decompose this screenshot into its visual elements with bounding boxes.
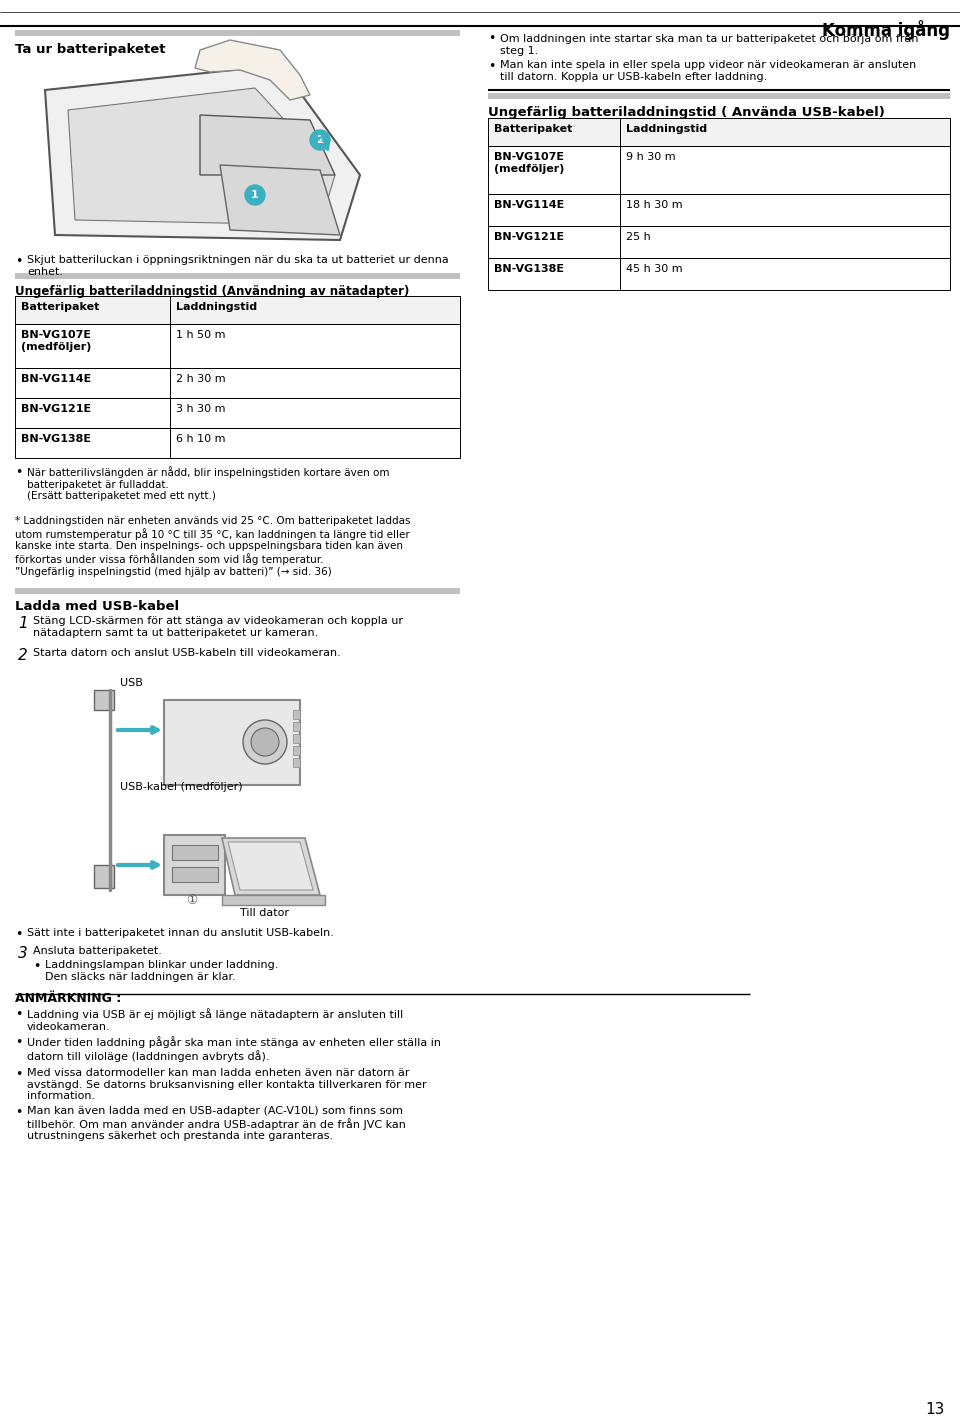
- Text: 13: 13: [925, 1402, 945, 1417]
- Text: 9 h 30 m: 9 h 30 m: [626, 152, 676, 162]
- Bar: [293, 710, 300, 719]
- Text: BN-VG114E: BN-VG114E: [494, 200, 564, 210]
- Text: BN-VG121E: BN-VG121E: [21, 405, 91, 415]
- Polygon shape: [220, 165, 340, 234]
- Text: Om laddningen inte startar ska man ta ur batteripaketet och börja om från
steg 1: Om laddningen inte startar ska man ta ur…: [500, 33, 919, 55]
- Text: Under tiden laddning pågår ska man inte stänga av enheten eller ställa in
datorn: Under tiden laddning pågår ska man inte …: [27, 1037, 441, 1062]
- Text: 3 h 30 m: 3 h 30 m: [176, 405, 226, 415]
- Bar: [15, 368, 460, 398]
- Text: Till dator: Till dator: [240, 907, 289, 917]
- Polygon shape: [222, 838, 320, 895]
- Polygon shape: [200, 115, 335, 175]
- Text: BN-VG138E: BN-VG138E: [21, 435, 91, 444]
- Text: 3: 3: [18, 946, 28, 961]
- Text: Batteripaket: Batteripaket: [21, 302, 100, 312]
- Text: Starta datorn och anslut USB-kabeln till videokameran.: Starta datorn och anslut USB-kabeln till…: [33, 648, 341, 657]
- Text: 1: 1: [252, 190, 259, 200]
- Bar: [172, 868, 218, 882]
- Text: Ungefärlig batteriladdningstid (Användning av nätadapter): Ungefärlig batteriladdningstid (Användni…: [15, 285, 409, 298]
- Text: Stäng LCD-skärmen för att stänga av videokameran och koppla ur
nätadaptern samt : Stäng LCD-skärmen för att stänga av vide…: [33, 616, 403, 638]
- Circle shape: [245, 185, 265, 204]
- Text: 2 h 30 m: 2 h 30 m: [176, 373, 226, 383]
- Bar: [15, 324, 460, 368]
- Text: Laddningslampan blinkar under laddning.
Den släcks när laddningen är klar.: Laddningslampan blinkar under laddning. …: [45, 960, 278, 981]
- Bar: [222, 895, 325, 905]
- Bar: [164, 700, 300, 785]
- Text: Komma igång: Komma igång: [822, 20, 950, 40]
- Text: USB-kabel (medföljer): USB-kabel (medföljer): [120, 782, 243, 792]
- Bar: [94, 865, 114, 888]
- Text: Laddningstid: Laddningstid: [626, 124, 708, 133]
- Circle shape: [243, 720, 287, 764]
- Text: •: •: [15, 256, 22, 268]
- Circle shape: [251, 728, 279, 755]
- Text: 2: 2: [18, 648, 28, 663]
- Text: USB: USB: [120, 677, 143, 689]
- Text: •: •: [15, 1037, 22, 1049]
- Text: 1 h 50 m: 1 h 50 m: [176, 329, 226, 339]
- Text: Sätt inte i batteripaketet innan du anslutit USB-kabeln.: Sätt inte i batteripaketet innan du ansl…: [27, 929, 334, 939]
- Text: •: •: [488, 33, 495, 45]
- Text: Med vissa datormodeller kan man ladda enheten även när datorn är
avstängd. Se da: Med vissa datormodeller kan man ladda en…: [27, 1068, 426, 1100]
- Text: 25 h: 25 h: [626, 231, 651, 241]
- Bar: [293, 734, 300, 743]
- Bar: [488, 118, 950, 146]
- Text: •: •: [488, 60, 495, 72]
- Text: 6 h 10 m: 6 h 10 m: [176, 435, 226, 444]
- Bar: [488, 226, 950, 258]
- Bar: [15, 273, 460, 278]
- Bar: [15, 398, 460, 427]
- Text: Man kan även ladda med en USB-adapter (AC-V10L) som finns som
tillbehör. Om man : Man kan även ladda med en USB-adapter (A…: [27, 1106, 406, 1142]
- Text: •: •: [15, 466, 22, 479]
- Text: 18 h 30 m: 18 h 30 m: [626, 200, 683, 210]
- Bar: [293, 758, 300, 767]
- Text: Skjut batteriluckan i öppningsriktningen när du ska ta ut batteriet ur denna
enh: Skjut batteriluckan i öppningsriktningen…: [27, 256, 448, 277]
- Text: BN-VG107E
(medföljer): BN-VG107E (medföljer): [21, 329, 91, 352]
- Text: Laddning via USB är ej möjligt så länge nätadaptern är ansluten till
videokamera: Laddning via USB är ej möjligt så länge …: [27, 1008, 403, 1031]
- Bar: [15, 427, 460, 459]
- Bar: [94, 690, 114, 710]
- Text: •: •: [15, 1106, 22, 1119]
- Bar: [293, 721, 300, 731]
- Text: •: •: [15, 1008, 22, 1021]
- Bar: [172, 845, 218, 861]
- Bar: [15, 30, 460, 36]
- Bar: [488, 258, 950, 290]
- Text: När batterilivslängden är nådd, blir inspelningstiden kortare även om
batteripak: När batterilivslängden är nådd, blir ins…: [27, 466, 390, 501]
- Bar: [488, 195, 950, 226]
- Text: Ungefärlig batteriladdningstid ( Använda USB-kabel): Ungefärlig batteriladdningstid ( Använda…: [488, 106, 885, 119]
- Text: BN-VG121E: BN-VG121E: [494, 231, 564, 241]
- Bar: [15, 295, 460, 324]
- Text: 45 h 30 m: 45 h 30 m: [626, 264, 683, 274]
- Text: Ladda med USB-kabel: Ladda med USB-kabel: [15, 601, 180, 613]
- Bar: [488, 92, 950, 99]
- Text: BN-VG138E: BN-VG138E: [494, 264, 564, 274]
- Text: •: •: [15, 929, 22, 941]
- Text: •: •: [33, 960, 40, 973]
- Text: Ansluta batteripaketet.: Ansluta batteripaketet.: [33, 946, 162, 956]
- Text: Ta ur batteripaketet: Ta ur batteripaketet: [15, 43, 165, 55]
- Text: Laddningstid: Laddningstid: [176, 302, 257, 312]
- Polygon shape: [45, 65, 360, 240]
- Text: BN-VG107E
(medföljer): BN-VG107E (medföljer): [494, 152, 564, 173]
- Text: 1: 1: [18, 616, 28, 630]
- Bar: [164, 835, 225, 895]
- Bar: [293, 746, 300, 755]
- Text: BN-VG114E: BN-VG114E: [21, 373, 91, 383]
- Bar: [15, 588, 460, 594]
- Text: Man kan inte spela in eller spela upp videor när videokameran är ansluten
till d: Man kan inte spela in eller spela upp vi…: [500, 60, 916, 81]
- Text: ①: ①: [186, 895, 198, 907]
- Polygon shape: [228, 842, 313, 890]
- Bar: [488, 146, 950, 195]
- Text: •: •: [15, 1068, 22, 1081]
- Text: Batteripaket: Batteripaket: [494, 124, 572, 133]
- Text: * Laddningstiden när enheten används vid 25 °C. Om batteripaketet laddas
utom ru: * Laddningstiden när enheten används vid…: [15, 515, 411, 577]
- Text: 2: 2: [316, 135, 324, 145]
- Polygon shape: [195, 40, 310, 99]
- Text: ANMÄRKNING :: ANMÄRKNING :: [15, 993, 121, 1005]
- Polygon shape: [68, 88, 335, 224]
- Circle shape: [310, 131, 330, 151]
